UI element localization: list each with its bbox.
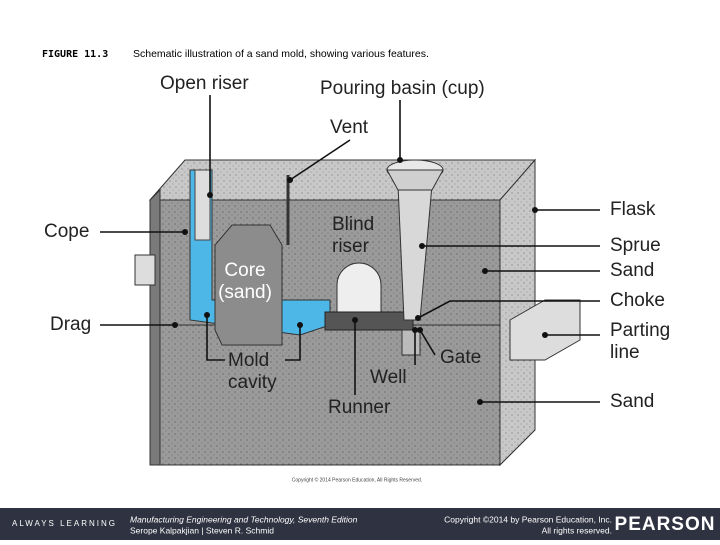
label-runner: Runner: [328, 397, 391, 418]
label-drag: Drag: [50, 314, 91, 335]
label-pouring-basin: Pouring basin (cup): [320, 78, 485, 99]
mold-drawing: [134, 158, 581, 467]
label-core: Core: [224, 260, 265, 281]
label-gate: Gate: [440, 347, 481, 368]
label-parting-line: Parting: [610, 320, 670, 341]
footer-brand: ALWAYS LEARNING: [12, 519, 117, 528]
footer-bar: [0, 508, 720, 540]
footer-rights: All rights reserved.: [542, 525, 612, 535]
leader-lines: [100, 95, 600, 405]
footer-publisher: PEARSON: [615, 514, 716, 535]
label-sand-top: Sand: [610, 260, 654, 281]
figure-caption: Schematic illustration of a sand mold, s…: [133, 48, 429, 60]
label-cope: Cope: [44, 221, 89, 242]
label-mold-cavity: Mold: [228, 350, 269, 371]
labels: Open riser Pouring basin (cup) Vent Blindri…: [44, 73, 670, 418]
label-sprue: Sprue: [610, 235, 661, 256]
label-blind-riser: riser: [332, 236, 370, 257]
footer-copyright: Copyright ©2014 by Pearson Education, In…: [444, 514, 612, 524]
image-copyright: Copyright © 2014 Pearson Education, All …: [292, 476, 422, 483]
label-choke: Choke: [610, 290, 665, 311]
label-flask: Flask: [610, 199, 656, 220]
footer-authors: Serope Kalpakjian | Steven R. Schmid: [130, 525, 274, 535]
label-core: (sand): [218, 282, 272, 303]
label-open-riser: Open riser: [160, 73, 249, 94]
label-well: Well: [370, 367, 407, 388]
label-sand-bottom: Sand: [610, 391, 654, 412]
label-parting-line: line: [610, 342, 640, 363]
label-blind-riser: Blind: [332, 214, 374, 235]
figure-number: FIGURE 11.3: [42, 49, 108, 60]
label-vent: Vent: [330, 117, 369, 138]
label-mold-cavity: cavity: [228, 372, 277, 393]
footer-book: Manufacturing Engineering and Technology…: [130, 514, 358, 524]
